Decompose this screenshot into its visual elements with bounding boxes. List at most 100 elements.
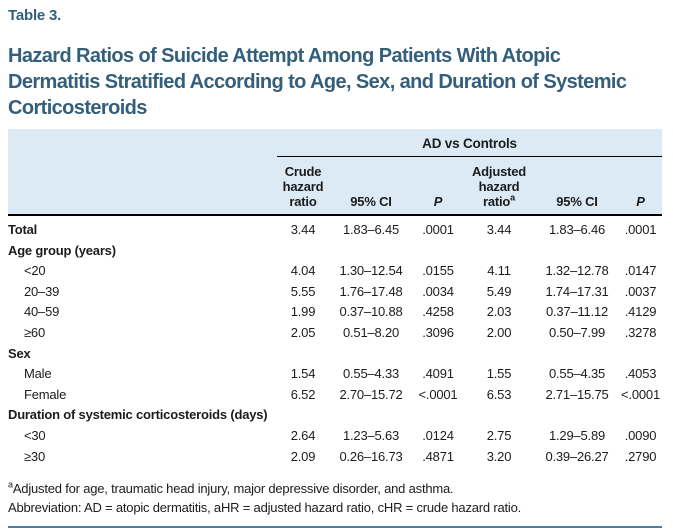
adjusted-hr-cell: 3.44 [486, 222, 512, 237]
crude-ci-cell: 0.37–10.88 [339, 304, 403, 320]
adjusted-hr-cell [463, 404, 535, 425]
column-group-header: AD vs Controls [277, 129, 663, 157]
row-label: Male [24, 366, 52, 382]
adjusted-p-cell: .0090 [624, 427, 657, 443]
crude-p-cell [413, 240, 463, 261]
crude-p-cell: .0034 [422, 283, 454, 299]
crude-ci-cell [329, 404, 413, 425]
crude-ci-cell: 1.83–6.45 [342, 222, 400, 237]
table-row-duration-30-plus: ≥30 2.09 0.26–16.73 .4871 3.20 0.39–26.2… [8, 446, 662, 467]
adjusted-hr-cell: 2.03 [486, 304, 512, 320]
col-header-adjusted-hazard-ratio: Adjusted hazard ratioa [463, 156, 535, 216]
row-label: ≥30 [24, 448, 45, 464]
crude-ci-cell [329, 240, 413, 261]
adjusted-hr-cell [463, 240, 535, 261]
adjusted-ci-cell: 0.37–11.12 [545, 304, 609, 320]
adjusted-p-cell: .0037 [624, 283, 657, 299]
crude-hr-cell: 1.99 [290, 304, 316, 320]
table-section-row-sex: Sex [8, 343, 662, 364]
adjusted-p-cell [619, 240, 662, 261]
col-header-adjusted-ci: 95% CI [535, 156, 619, 216]
crude-hr-cell [277, 404, 329, 425]
crude-hr-cell: 3.44 [290, 222, 316, 237]
adjusted-hr-cell: 2.75 [486, 427, 512, 443]
crude-p-cell: <.0001 [418, 386, 458, 402]
adjusted-p-cell: .3278 [624, 324, 657, 340]
crude-hr-cell [277, 343, 329, 364]
adjusted-p-cell: .2790 [624, 448, 657, 464]
table-row-age-60-plus: ≥60 2.05 0.51–8.20 .3096 2.00 0.50–7.99 … [8, 322, 662, 343]
footnote-marker-superscript: a [8, 479, 13, 490]
crude-ci-cell: 0.55–4.33 [342, 366, 400, 382]
table-section-row-age-group: Age group (years) [8, 240, 662, 261]
row-label: Duration of systemic corticosteroids (da… [8, 407, 268, 423]
table-row-total: Total 3.44 1.83–6.45 .0001 3.44 1.83–6.4… [8, 215, 662, 240]
row-label: Age group (years) [8, 242, 116, 258]
adjusted-p-cell: <.0001 [621, 386, 660, 402]
adjusted-ci-cell: 1.74–17.31 [545, 283, 609, 299]
footnote-adjustment: aAdjusted for age, traumatic head injury… [8, 479, 662, 498]
table-row-age-20-39: 20–39 5.55 1.76–17.48 .0034 5.49 1.74–17… [8, 281, 662, 302]
hazard-ratios-table: AD vs Controls Crude hazard ratio 95% CI… [8, 129, 663, 466]
adjusted-hr-cell: 4.11 [487, 263, 511, 279]
crude-ci-cell [329, 343, 413, 364]
adjusted-p-cell: .0001 [624, 222, 657, 237]
crude-p-cell: .4091 [422, 366, 454, 382]
adjusted-p-cell: .0147 [624, 263, 657, 279]
row-label: ≥60 [24, 324, 45, 340]
table-header: AD vs Controls Crude hazard ratio 95% CI… [8, 129, 663, 216]
crude-p-cell: .3096 [422, 324, 454, 340]
crude-ci-cell: 1.30–12.54 [339, 263, 403, 279]
footnote-abbreviation: Abbreviation: AD = atopic dermatitis, aH… [8, 500, 522, 516]
adjusted-ci-cell: 0.39–26.27 [545, 448, 609, 464]
adjusted-p-cell [619, 404, 662, 425]
adjusted-p-cell: .4129 [624, 304, 657, 320]
crude-ci-cell: 1.23–5.63 [342, 427, 400, 443]
adjusted-ci-cell: 1.32–12.78 [545, 263, 609, 279]
adjusted-hr-cell [463, 343, 535, 364]
crude-hr-cell: 1.54 [290, 366, 316, 382]
col-header-crude-p: P [413, 156, 463, 216]
adjusted-hr-label: Adjusted hazard ratio [471, 164, 526, 209]
crude-p-cell: .0001 [422, 222, 454, 237]
adjusted-ci-cell [535, 404, 619, 425]
table-row-duration-under-30: <30 2.64 1.23–5.63 .0124 2.75 1.29–5.89 … [8, 425, 662, 446]
adjusted-ci-cell [535, 240, 619, 261]
row-label: Total [8, 222, 38, 237]
crude-ci-cell: 2.70–15.72 [339, 386, 403, 402]
crude-p-cell: .4871 [422, 448, 454, 464]
crude-hr-cell: 2.05 [290, 324, 316, 340]
footnote-marker-superscript: a [510, 192, 515, 203]
row-label: Female [24, 386, 67, 402]
table-footnotes: aAdjusted for age, traumatic head injury… [8, 479, 662, 517]
col-header-crude-hazard-ratio: Crude hazard ratio [277, 156, 329, 216]
adjusted-hr-cell: 3.20 [486, 448, 512, 464]
adjusted-ci-cell: 1.29–5.89 [548, 427, 606, 443]
crude-p-cell: .0155 [422, 263, 454, 279]
crude-hr-cell: 5.55 [290, 283, 316, 299]
crude-p-cell: .4258 [422, 304, 454, 320]
row-label: 20–39 [24, 283, 60, 299]
table-section-row-corticosteroid-duration: Duration of systemic corticosteroids (da… [8, 404, 662, 425]
table-row-male: Male 1.54 0.55–4.33 .4091 1.55 0.55–4.35… [8, 363, 662, 384]
table-row-female: Female 6.52 2.70–15.72 <.0001 6.53 2.71–… [8, 384, 662, 405]
adjusted-ci-cell: 0.50–7.99 [548, 324, 606, 340]
crude-ci-cell: 0.51–8.20 [342, 324, 400, 340]
crude-hr-cell: 4.04 [290, 263, 316, 279]
adjusted-hr-cell: 1.55 [486, 366, 512, 382]
crude-p-cell: .0124 [422, 427, 454, 443]
row-label-column-header [8, 156, 277, 216]
crude-ci-cell: 0.26–16.73 [339, 448, 403, 464]
adjusted-ci-cell: 1.83–6.46 [548, 222, 606, 237]
column-headers-row: Crude hazard ratio 95% CI P Adjusted haz… [8, 156, 663, 216]
adjusted-hr-cell: 6.53 [486, 386, 512, 402]
crude-p-cell [413, 343, 463, 364]
table-body: Total 3.44 1.83–6.45 .0001 3.44 1.83–6.4… [8, 215, 662, 466]
column-group-row: AD vs Controls [8, 129, 663, 157]
adjusted-hr-cell: 5.49 [486, 283, 512, 299]
adjusted-hr-cell: 2.00 [486, 324, 512, 340]
adjusted-p-cell: .4053 [624, 366, 657, 382]
table-row-age-under-20: <20 4.04 1.30–12.54 .0155 4.11 1.32–12.7… [8, 260, 662, 281]
adjusted-ci-cell: 2.71–15.75 [545, 386, 609, 402]
adjusted-ci-cell [535, 343, 619, 364]
